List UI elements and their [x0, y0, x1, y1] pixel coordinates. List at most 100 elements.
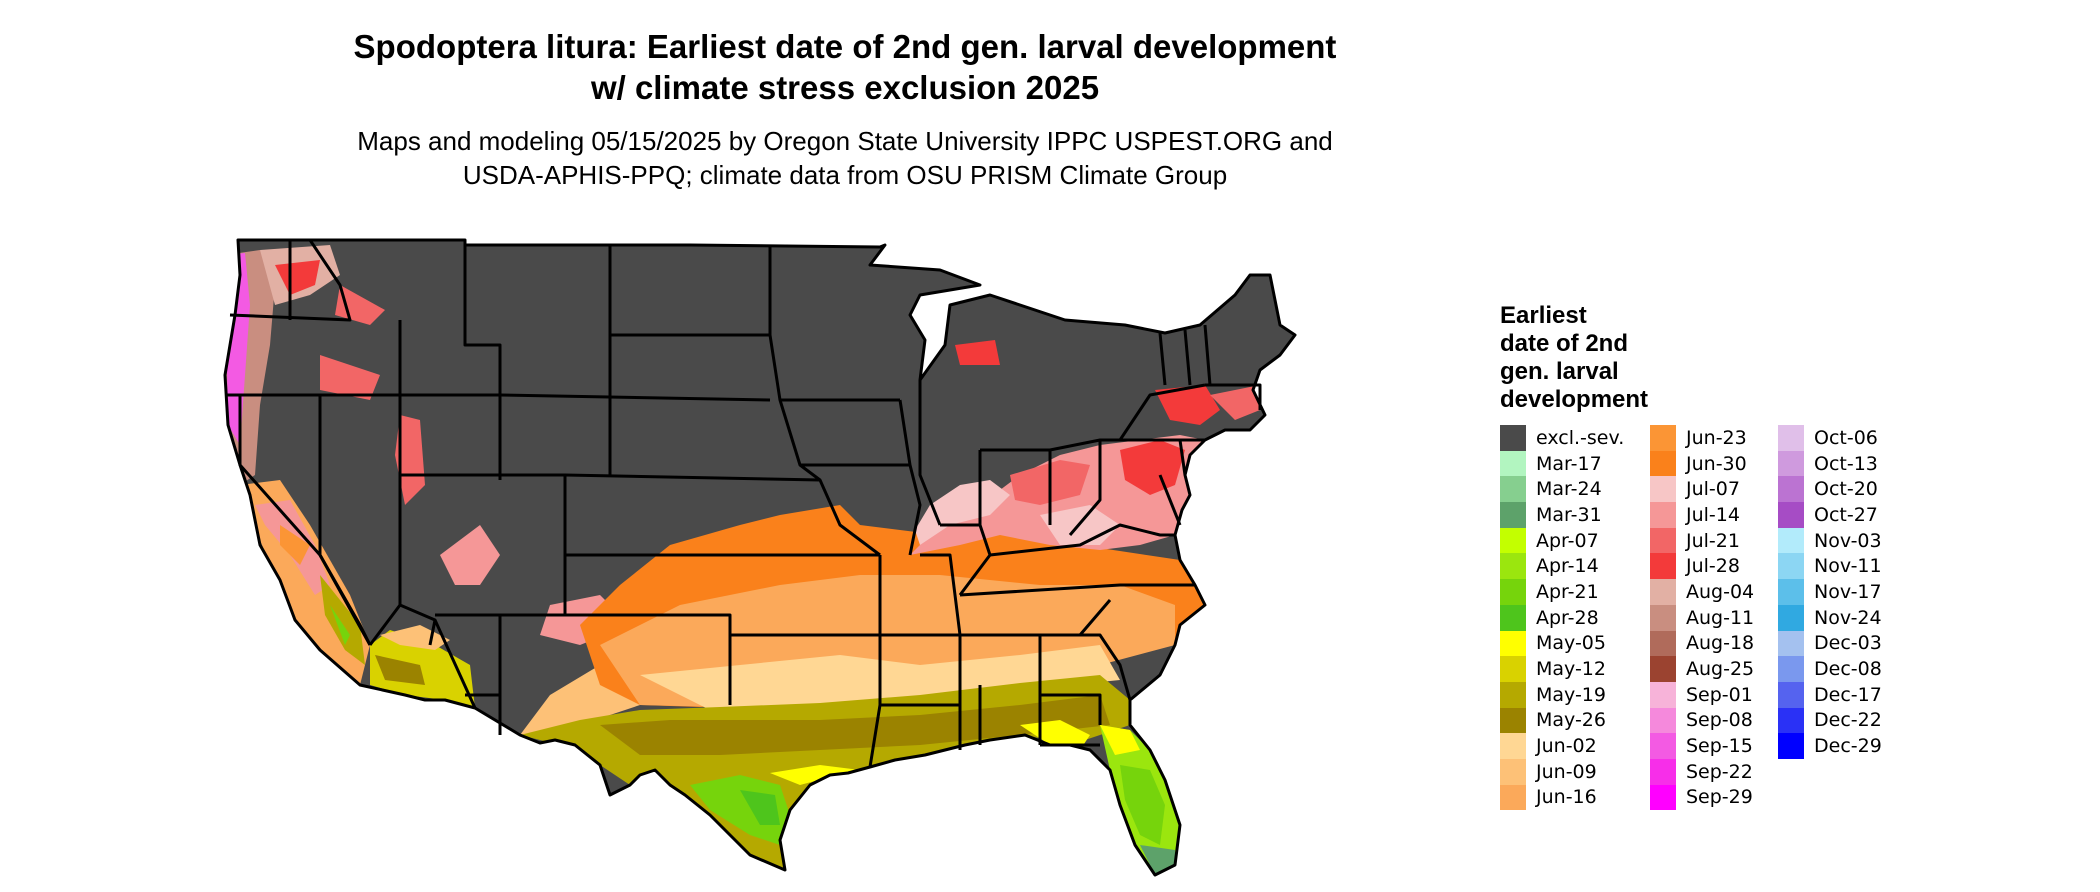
- map-subtitle-line-1: Maps and modeling 05/15/2025 by Oregon S…: [357, 126, 1333, 156]
- legend-swatch: [1650, 425, 1676, 451]
- legend-label: Nov-11: [1814, 555, 1882, 578]
- map-subtitle-line-2: USDA-APHIS-PPQ; climate data from OSU PR…: [462, 160, 1228, 190]
- legend-swatch: [1778, 707, 1804, 734]
- legend-column-3: Oct-06 Oct-13 Oct-20 Oct-27 Nov-03 Nov-11 Nov-…: [1778, 425, 1882, 759]
- legend-label: Sep-15: [1686, 735, 1753, 758]
- legend-swatch: [1500, 527, 1526, 554]
- legend-item: Aug-25: [1650, 656, 1754, 682]
- legend-label: Aug-18: [1686, 632, 1755, 655]
- legend-label: May-05: [1536, 632, 1606, 655]
- legend-swatch: [1500, 604, 1526, 631]
- legend-label: Jul-07: [1686, 478, 1740, 501]
- legend-item: Jun-02: [1500, 733, 1624, 759]
- legend-item: Jul-28: [1650, 553, 1754, 580]
- legend-label: Sep-29: [1686, 786, 1753, 809]
- legend-swatch: [1650, 476, 1676, 503]
- legend-item: Jul-07: [1650, 476, 1754, 503]
- legend-label: Aug-11: [1686, 606, 1755, 629]
- legend-label: Oct-20: [1814, 478, 1878, 501]
- legend-label: Dec-29: [1814, 735, 1882, 758]
- legend-swatch: [1650, 758, 1676, 785]
- legend-swatch: [1500, 707, 1526, 734]
- legend-label: Apr-21: [1536, 580, 1599, 603]
- legend-item: Oct-20: [1778, 476, 1882, 503]
- legend-swatch: [1778, 553, 1804, 580]
- legend-swatch: [1500, 733, 1526, 759]
- legend-swatch: [1778, 604, 1804, 631]
- legend-label: Jun-16: [1536, 786, 1597, 809]
- legend-item: Aug-04: [1650, 579, 1754, 605]
- legend-column-2: Jun-23 Jun-30 Jul-07 Jul-14 Jul-21 Jul-28 Aug-…: [1650, 425, 1755, 811]
- legend-swatch: [1650, 450, 1676, 477]
- legend-label: Oct-06: [1814, 426, 1878, 449]
- legend-swatch: [1778, 425, 1804, 451]
- legend-item: May-26: [1500, 707, 1624, 734]
- legend-label: Apr-28: [1536, 606, 1599, 629]
- legend-swatch: [1500, 784, 1526, 811]
- legend-label: Aug-25: [1686, 658, 1755, 681]
- legend-swatch: [1650, 630, 1676, 657]
- legend-label: Mar-17: [1536, 452, 1602, 475]
- legend-label: Mar-24: [1536, 478, 1602, 501]
- legend-item: Apr-14: [1500, 553, 1624, 580]
- legend-label: Jul-21: [1686, 529, 1740, 552]
- legend-label: Jun-23: [1686, 426, 1747, 449]
- legend-item: Aug-18: [1650, 630, 1755, 657]
- legend-swatch: [1650, 502, 1676, 528]
- legend-swatch: [1778, 502, 1804, 528]
- legend-item: Dec-29: [1778, 733, 1882, 759]
- legend-title-line-1: Earliest: [1500, 302, 1587, 329]
- legend-swatch: [1650, 784, 1676, 811]
- legend-item: Nov-24: [1778, 604, 1882, 631]
- legend-swatch: [1500, 630, 1526, 657]
- legend-item: Dec-22: [1778, 707, 1882, 734]
- legend-item: Oct-06: [1778, 425, 1882, 451]
- legend-swatch: [1778, 656, 1804, 682]
- legend-swatch: [1650, 527, 1676, 554]
- legend-label: Nov-24: [1814, 606, 1882, 629]
- legend-label: Jul-28: [1686, 555, 1740, 578]
- legend-label: Jun-30: [1686, 452, 1747, 475]
- legend-item: Sep-22: [1650, 758, 1754, 785]
- legend-label: Jun-02: [1536, 735, 1597, 758]
- legend-item: Sep-15: [1650, 733, 1754, 759]
- legend-item: Oct-27: [1778, 502, 1882, 528]
- legend-item: May-12: [1500, 656, 1624, 682]
- legend-item: Jun-16: [1500, 784, 1624, 811]
- legend-label: Dec-03: [1814, 632, 1882, 655]
- legend-item: Jul-21: [1650, 527, 1754, 554]
- legend-swatch: [1778, 579, 1804, 605]
- legend-item: Aug-11: [1650, 604, 1755, 631]
- us-map: [223, 238, 1297, 877]
- legend-item: Jun-30: [1650, 450, 1754, 477]
- legend-item: May-05: [1500, 630, 1624, 657]
- legend-swatch: [1500, 579, 1526, 605]
- legend-item: May-19: [1500, 681, 1624, 708]
- legend-label: Aug-04: [1686, 580, 1755, 603]
- legend-item: Mar-31: [1500, 502, 1624, 528]
- legend-swatch: [1500, 553, 1526, 580]
- map-title-line-1: Spodoptera litura: Earliest date of 2nd …: [353, 28, 1337, 65]
- legend-swatch: [1650, 707, 1676, 734]
- legend-item: Nov-17: [1778, 579, 1882, 605]
- legend-label: Nov-03: [1814, 529, 1882, 552]
- legend-item: Dec-03: [1778, 630, 1882, 657]
- legend-item: Sep-08: [1650, 707, 1754, 734]
- legend-swatch: [1778, 527, 1804, 554]
- legend-item: Oct-13: [1778, 450, 1882, 477]
- legend-column-1: excl.-sev. Mar-17 Mar-24 Mar-31 Apr-07 Apr-14…: [1500, 425, 1624, 811]
- legend-item: Nov-11: [1778, 553, 1882, 580]
- legend-item: Sep-29: [1650, 784, 1754, 811]
- legend-swatch: [1778, 733, 1804, 759]
- legend-swatch: [1500, 425, 1526, 451]
- map-title: Spodoptera litura: Earliest date of 2nd …: [0, 26, 1690, 108]
- legend-swatch: [1500, 681, 1526, 708]
- map-subtitle: Maps and modeling 05/15/2025 by Oregon S…: [0, 124, 1690, 192]
- legend-item: Sep-01: [1650, 681, 1754, 708]
- legend-item: Dec-17: [1778, 681, 1882, 708]
- legend-swatch: [1650, 604, 1676, 631]
- legend-title: Earliest date of 2nd gen. larval develop…: [1500, 302, 1720, 414]
- legend-label: Nov-17: [1814, 580, 1882, 603]
- legend-label: May-19: [1536, 683, 1606, 706]
- legend-swatch: [1650, 553, 1676, 580]
